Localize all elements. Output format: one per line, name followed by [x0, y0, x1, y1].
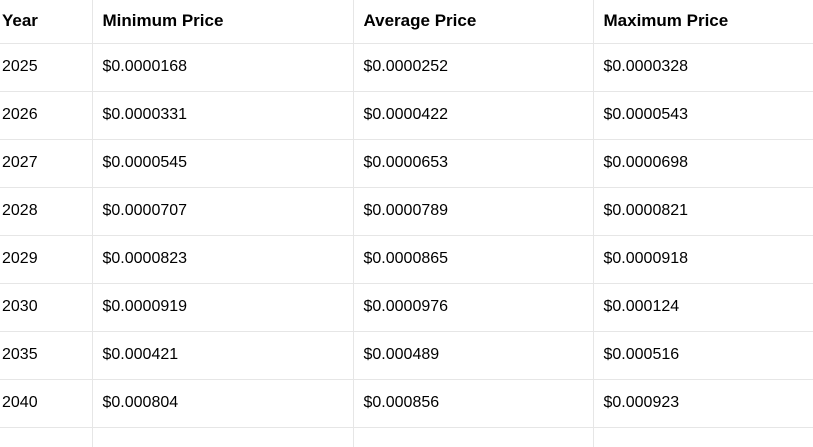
column-header-average-price: Average Price [352, 0, 593, 44]
max-price-cell: $0.0000328 [592, 43, 813, 92]
max-price-cell: $0.000124 [592, 283, 813, 332]
table-row: 2035 $0.000421 $0.000489 $0.000516 [0, 331, 813, 380]
table-row-partial [0, 427, 813, 447]
year-cell: 2030 [0, 283, 92, 332]
min-price-cell: $0.0000168 [91, 43, 353, 92]
table-row: 2025 $0.0000168 $0.0000252 $0.0000328 [0, 43, 813, 92]
table-row: 2040 $0.000804 $0.000856 $0.000923 [0, 379, 813, 428]
min-price-cell: $0.0000331 [91, 91, 353, 140]
year-cell: 2026 [0, 91, 92, 140]
year-cell [0, 427, 92, 447]
max-price-cell [592, 427, 813, 447]
min-price-cell: $0.0000707 [91, 187, 353, 236]
table-row: 2029 $0.0000823 $0.0000865 $0.0000918 [0, 235, 813, 284]
column-header-maximum-price: Maximum Price [592, 0, 813, 44]
table-row: 2027 $0.0000545 $0.0000653 $0.0000698 [0, 139, 813, 188]
avg-price-cell: $0.0000653 [352, 139, 593, 188]
avg-price-cell [352, 427, 593, 447]
avg-price-cell: $0.0000252 [352, 43, 593, 92]
year-cell: 2028 [0, 187, 92, 236]
max-price-cell: $0.000516 [592, 331, 813, 380]
table-row: 2026 $0.0000331 $0.0000422 $0.0000543 [0, 91, 813, 140]
avg-price-cell: $0.0000865 [352, 235, 593, 284]
avg-price-cell: $0.000489 [352, 331, 593, 380]
max-price-cell: $0.0000698 [592, 139, 813, 188]
min-price-cell [91, 427, 353, 447]
avg-price-cell: $0.0000422 [352, 91, 593, 140]
year-cell: 2040 [0, 379, 92, 428]
avg-price-cell: $0.0000976 [352, 283, 593, 332]
max-price-cell: $0.000923 [592, 379, 813, 428]
max-price-cell: $0.0000543 [592, 91, 813, 140]
table-header-row: Year Minimum Price Average Price Maximum… [0, 0, 813, 44]
min-price-cell: $0.000421 [91, 331, 353, 380]
min-price-cell: $0.0000919 [91, 283, 353, 332]
max-price-cell: $0.0000821 [592, 187, 813, 236]
year-cell: 2035 [0, 331, 92, 380]
min-price-cell: $0.0000545 [91, 139, 353, 188]
avg-price-cell: $0.000856 [352, 379, 593, 428]
table-row: 2030 $0.0000919 $0.0000976 $0.000124 [0, 283, 813, 332]
table-row: 2028 $0.0000707 $0.0000789 $0.0000821 [0, 187, 813, 236]
max-price-cell: $0.0000918 [592, 235, 813, 284]
column-header-minimum-price: Minimum Price [91, 0, 353, 44]
year-cell: 2025 [0, 43, 92, 92]
min-price-cell: $0.0000823 [91, 235, 353, 284]
year-cell: 2027 [0, 139, 92, 188]
min-price-cell: $0.000804 [91, 379, 353, 428]
avg-price-cell: $0.0000789 [352, 187, 593, 236]
year-cell: 2029 [0, 235, 92, 284]
column-header-year: Year [0, 0, 92, 44]
